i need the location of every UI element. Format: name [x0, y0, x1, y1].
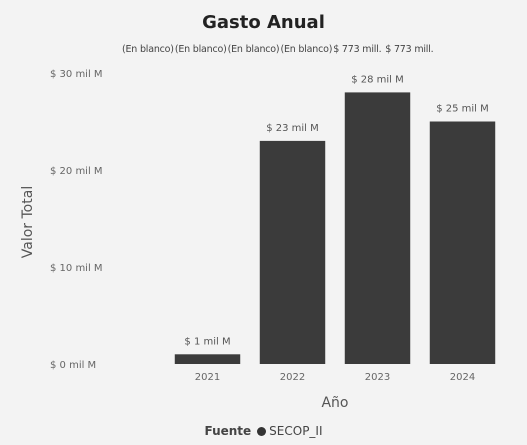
data-label: $ 28 mil M: [351, 74, 404, 85]
data-label: $ 1 mil M: [184, 336, 230, 347]
legend: Fuente SECOP_II: [0, 424, 527, 438]
data-label: $ 23 mil M: [266, 123, 319, 134]
chart-title: Gasto Anual: [202, 12, 325, 33]
bar: [344, 92, 411, 365]
overlay-label: (En blanco): [227, 44, 280, 55]
legend-entry: SECOP_II: [269, 424, 323, 438]
overlay-label: $ 773 mill.: [385, 44, 434, 55]
legend-title: Fuente: [204, 424, 252, 438]
x-tick-label: 2024: [450, 372, 475, 383]
x-tick-label: 2023: [365, 372, 390, 383]
data-label: $ 25 mil M: [436, 104, 489, 115]
y-axis-title: Valor Total: [20, 186, 36, 258]
y-tick-label: $ 30 mil M: [50, 69, 103, 80]
y-tick-label: $ 10 mil M: [50, 263, 103, 274]
overlay-labels: (En blanco)(En blanco)(En blanco)(En bla…: [122, 44, 522, 55]
x-tick-label: 2022: [280, 372, 305, 383]
bar: [174, 354, 241, 364]
overlay-label: (En blanco): [122, 44, 174, 55]
x-axis-title: Año: [321, 395, 348, 411]
overlay-label: (En blanco): [174, 44, 227, 55]
y-tick-label: $ 0 mil M: [50, 360, 96, 371]
bar: [429, 121, 496, 364]
overlay-label: (En blanco): [280, 44, 333, 55]
bar: [259, 140, 326, 364]
overlay-label: $ 773 mill.: [333, 44, 382, 55]
y-tick-label: $ 20 mil M: [50, 166, 103, 177]
x-tick-label: 2021: [195, 372, 220, 383]
legend-marker: [257, 427, 267, 436]
